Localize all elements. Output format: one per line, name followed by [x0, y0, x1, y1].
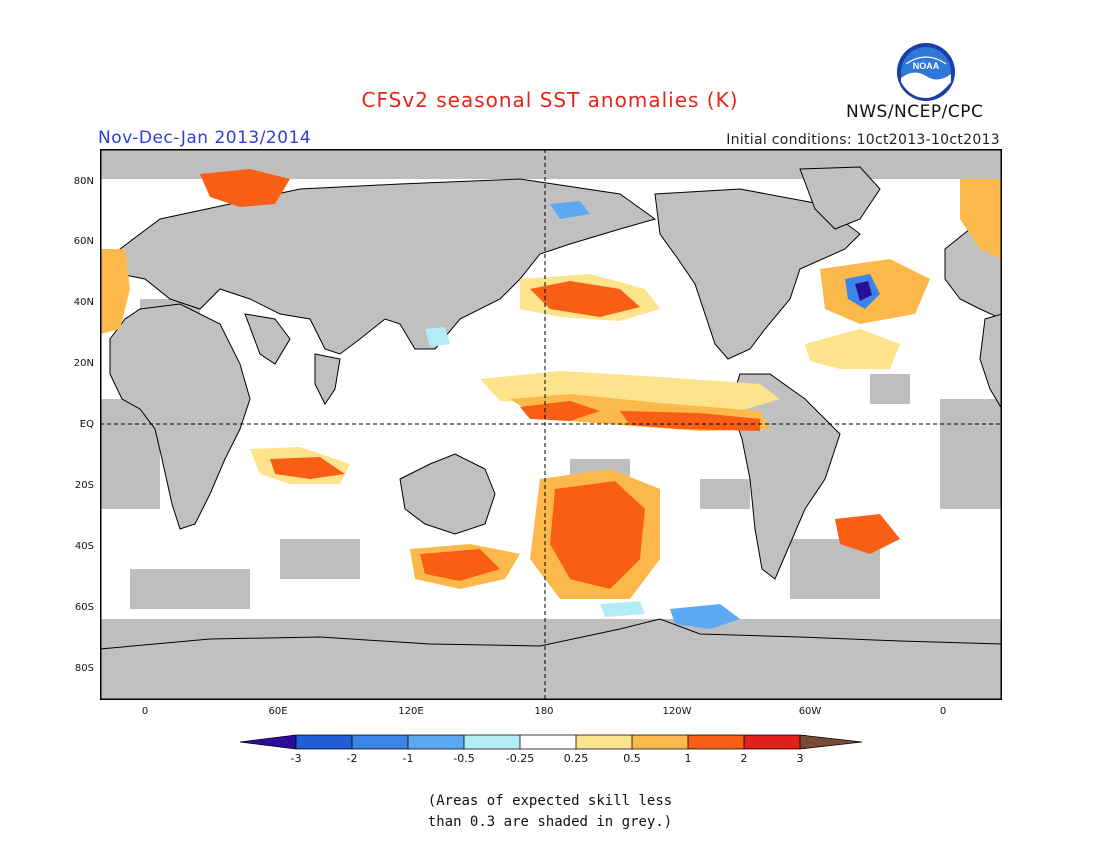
lon-label: 0	[141, 706, 149, 717]
colorbar-label: -0.5	[453, 752, 475, 765]
lat-label: 40S	[74, 541, 94, 552]
colorbar-swatch	[296, 735, 352, 749]
agency-label: NWS/NCEP/CPC	[846, 102, 984, 122]
lon-label: 0	[939, 706, 947, 717]
colorbar-swatch	[464, 735, 520, 749]
colorbar-label: 2	[740, 752, 748, 765]
lat-label: 40N	[73, 297, 94, 308]
colorbar-swatch	[800, 735, 862, 749]
lat-label: 80S	[74, 663, 94, 674]
sst-anomaly-map	[100, 149, 1002, 700]
lon-label: 60W	[798, 706, 822, 717]
colorbar-label: 0.25	[563, 752, 589, 765]
noaa-logo: NOAA	[897, 43, 955, 101]
footnote-line: (Areas of expected skill less	[427, 793, 673, 809]
warm-anomalies	[100, 169, 1002, 599]
colorbar-label: -3	[290, 752, 302, 765]
colorbar-swatch	[352, 735, 408, 749]
colorbar-swatch	[632, 735, 688, 749]
cool-anomalies	[425, 201, 880, 629]
colorbar-swatch	[408, 735, 464, 749]
colorbar-label: -0.25	[505, 752, 535, 765]
lon-label: 180	[534, 706, 554, 717]
colorbar	[240, 734, 862, 750]
colorbar-label: 3	[796, 752, 804, 765]
colorbar-label: -1	[402, 752, 414, 765]
initial-conditions-label: Initial conditions: 10ct2013-10ct2013	[726, 132, 1000, 148]
colorbar-swatch	[576, 735, 632, 749]
skill-footnote: (Areas of expected skill less than 0.3 a…	[0, 791, 1100, 833]
colorbar-swatch	[688, 735, 744, 749]
svg-text:NOAA: NOAA	[913, 61, 940, 71]
lon-label: 120E	[398, 706, 424, 717]
footnote-line: than 0.3 are shaded in grey.)	[427, 814, 673, 830]
colorbar-swatch	[240, 735, 296, 749]
lat-label: EQ	[79, 419, 94, 430]
colorbar-label: 0.5	[623, 752, 641, 765]
map-title: CFSv2 seasonal SST anomalies (K)	[361, 88, 739, 112]
lat-label: 20N	[73, 358, 94, 369]
colorbar-swatch	[744, 735, 800, 749]
colorbar-swatch	[520, 735, 576, 749]
lat-label: 60N	[73, 236, 94, 247]
lon-label: 120W	[662, 706, 692, 717]
lat-label: 80N	[73, 176, 94, 187]
lon-label: 60E	[268, 706, 288, 717]
colorbar-label: -2	[346, 752, 358, 765]
colorbar-label: 1	[684, 752, 692, 765]
lat-label: 20S	[74, 480, 94, 491]
season-label: Nov-Dec-Jan 2013/2014	[98, 128, 312, 148]
lat-label: 60S	[74, 602, 94, 613]
